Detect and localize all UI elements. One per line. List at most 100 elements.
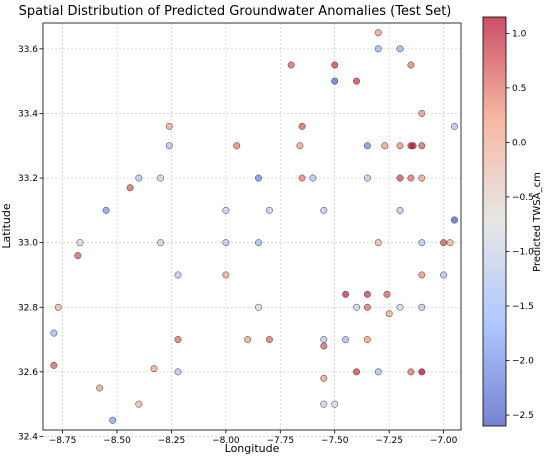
y-tick-label: 33.0 <box>18 239 38 249</box>
data-point <box>135 400 143 408</box>
data-point <box>381 142 389 150</box>
y-tick-label: 32.8 <box>18 303 38 313</box>
data-point <box>418 368 426 376</box>
colorbar-label: Predicted TWSA_cm <box>532 172 543 272</box>
y-tick-label: 33.4 <box>18 109 38 119</box>
x-tick-label: −8.25 <box>158 436 186 446</box>
data-point <box>331 400 339 408</box>
data-point <box>126 184 134 192</box>
colorbar <box>483 17 506 426</box>
data-point <box>440 239 448 247</box>
x-axis: −8.75 −8.50 −8.25 −8.00 −7.75 −7.50 −7.25 −7.00 <box>49 430 458 446</box>
colorbar-tick-label: 1.0 <box>512 29 527 39</box>
x-tick-label: −7.75 <box>267 436 295 446</box>
data-points <box>50 29 458 424</box>
data-point <box>396 206 404 214</box>
data-point <box>418 109 426 117</box>
data-point <box>342 336 350 344</box>
data-point <box>320 336 328 344</box>
x-tick-label: −8.00 <box>212 436 240 446</box>
data-point <box>222 239 230 247</box>
data-point <box>363 303 371 311</box>
data-point <box>396 303 404 311</box>
colorbar-tick-label: −1.5 <box>512 302 534 312</box>
data-point <box>374 239 382 247</box>
data-point <box>298 174 306 182</box>
data-point <box>50 329 58 337</box>
data-point <box>109 416 117 424</box>
data-point <box>374 29 382 37</box>
y-tick-label: 32.4 <box>18 432 38 442</box>
data-point <box>96 384 104 392</box>
data-point <box>353 303 360 311</box>
data-point <box>165 142 173 150</box>
y-tick-label: 33.2 <box>18 174 38 184</box>
colorbar-tick-label: −0.5 <box>512 193 534 203</box>
data-point <box>255 174 262 182</box>
x-tick-label: −8.50 <box>103 436 131 446</box>
data-point <box>418 303 426 311</box>
y-tick-label: 32.6 <box>18 368 38 378</box>
data-point <box>244 336 252 344</box>
data-point <box>150 365 158 373</box>
x-tick-label: −7.50 <box>321 436 349 446</box>
data-point <box>255 303 262 311</box>
data-point <box>298 122 306 130</box>
data-point <box>265 336 273 344</box>
data-point <box>385 310 393 318</box>
data-point <box>374 45 382 53</box>
x-tick-label: −7.25 <box>375 436 403 446</box>
data-point <box>446 239 454 247</box>
data-point <box>309 174 317 182</box>
data-point <box>50 361 58 369</box>
data-point <box>255 239 262 247</box>
colorbar-tick-label: −2.5 <box>512 411 534 421</box>
colorbar-tick-label: −1.0 <box>512 247 534 257</box>
chart-title: Spatial Distribution of Predicted Ground… <box>19 4 452 19</box>
data-point <box>418 174 426 182</box>
colorbar-tick-label: 0.5 <box>512 84 526 94</box>
data-point <box>407 174 415 182</box>
data-point <box>418 239 426 247</box>
y-axis-label: Latitude <box>0 203 13 249</box>
data-point <box>363 174 371 182</box>
data-point <box>222 271 230 279</box>
data-point <box>396 174 404 182</box>
data-point <box>174 368 182 376</box>
data-point <box>374 368 382 376</box>
data-point <box>396 45 404 53</box>
x-tick-label: −7.00 <box>430 436 458 446</box>
data-point <box>233 142 241 150</box>
data-point <box>135 174 143 182</box>
data-point <box>418 142 426 150</box>
data-point <box>320 342 328 350</box>
data-point <box>383 290 391 298</box>
data-point <box>296 142 304 150</box>
data-point <box>418 271 426 279</box>
data-point <box>320 374 328 382</box>
plot-frame <box>42 22 462 431</box>
data-point <box>451 216 458 224</box>
data-point <box>287 61 295 69</box>
data-point <box>407 61 415 69</box>
data-point <box>174 271 182 279</box>
data-point <box>320 400 328 408</box>
y-tick-label: 33.6 <box>18 45 38 55</box>
data-point <box>342 290 350 298</box>
data-point <box>363 290 371 298</box>
data-point <box>363 142 371 150</box>
data-point <box>165 122 173 130</box>
colorbar-tick-label: 0.0 <box>512 138 527 148</box>
colorbar-tick-label: −2.0 <box>512 357 534 367</box>
grid-lines <box>43 23 461 437</box>
data-point <box>174 336 182 344</box>
data-point <box>331 61 339 69</box>
data-point <box>222 206 230 214</box>
data-point <box>409 142 417 150</box>
data-point <box>76 239 84 247</box>
data-point <box>265 206 273 214</box>
data-point <box>440 271 448 279</box>
x-axis-label: Longitude <box>225 442 280 455</box>
data-point <box>157 174 165 182</box>
